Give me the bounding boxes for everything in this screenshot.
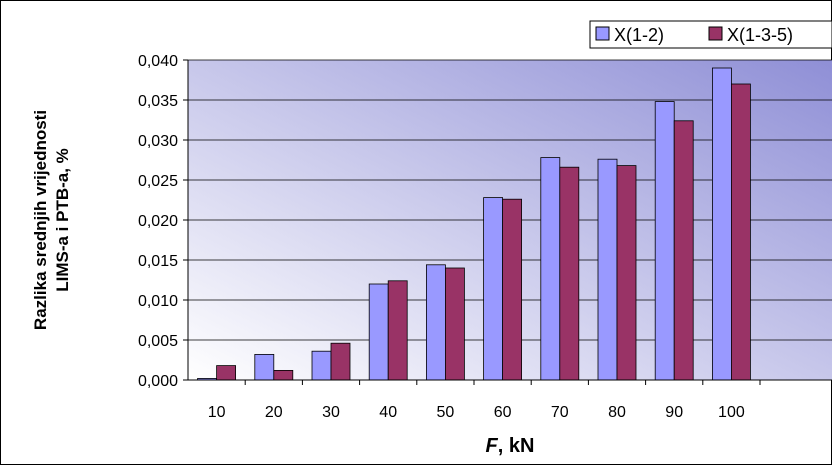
bar-x135-90 <box>673 120 694 381</box>
x-axis-label-unit: , kN <box>498 435 535 457</box>
bar-x12-100 <box>712 67 732 381</box>
bar-x135-70 <box>559 166 580 381</box>
x-axis-label: F, kN <box>486 435 535 457</box>
x-tick-label: 70 <box>551 404 569 421</box>
bars <box>197 67 751 381</box>
x-tick-label: 90 <box>665 404 683 421</box>
x-tick-label: 50 <box>437 404 455 421</box>
bar-x12-50 <box>425 264 446 381</box>
y-tick-label: 0,035 <box>138 93 178 110</box>
x-tick-label: 60 <box>494 404 512 421</box>
bar-x135-100 <box>731 83 751 381</box>
y-axis-label-line1: Razlika srednjih vrijednosti <box>31 110 50 330</box>
bar-x135-10 <box>216 365 237 381</box>
y-tick-label: 0,015 <box>138 253 178 270</box>
bar-x12-20 <box>254 353 275 381</box>
legend-swatch-x135 <box>708 26 723 41</box>
bar-x12-30 <box>311 350 332 381</box>
x-tick-labels: 10 20 30 40 50 60 70 80 90 100 <box>208 380 761 421</box>
x-axis-label-var: F <box>486 435 499 457</box>
legend: X(1-2) X(1-3-5) <box>589 20 832 49</box>
x-tick-label: 40 <box>379 404 397 421</box>
y-tick-label: 0,040 <box>138 53 178 70</box>
x-tick-label: 100 <box>718 404 745 421</box>
bar-x12-40 <box>368 283 389 381</box>
y-tick-label: 0,005 <box>138 333 178 350</box>
bar-x12-70 <box>540 157 561 381</box>
bar-x135-60 <box>502 198 523 381</box>
y-tick-label: 0,010 <box>138 293 178 310</box>
legend-label-x135: X(1-3-5) <box>727 25 793 45</box>
x-tick-label: 80 <box>608 404 626 421</box>
x-tick-label: 10 <box>208 404 226 421</box>
bar-x12-60 <box>483 197 504 381</box>
y-tick-label: 0,025 <box>138 173 178 190</box>
bar-x135-80 <box>616 165 637 381</box>
y-axis-label-line2: LIMS-a i PTB-a, % <box>53 148 72 292</box>
legend-label-x12: X(1-2) <box>614 25 664 45</box>
bar-x12-80 <box>597 158 618 381</box>
y-tick-labels: 0,000 0,005 0,010 0,015 0,020 0,025 0,030 0,035… <box>138 53 188 390</box>
bar-x135-50 <box>444 267 465 381</box>
y-tick-label: 0,020 <box>138 213 178 230</box>
y-tick-label: 0,000 <box>138 373 178 390</box>
y-tick-label: 0,030 <box>138 133 178 150</box>
bar-x135-20 <box>273 369 294 381</box>
bar-x135-30 <box>330 342 351 381</box>
legend-swatch-x12 <box>595 26 610 41</box>
x-tick-label: 30 <box>322 404 340 421</box>
bar-x135-40 <box>387 280 408 381</box>
bar-x12-90 <box>654 101 675 381</box>
x-tick-label: 20 <box>265 404 283 421</box>
